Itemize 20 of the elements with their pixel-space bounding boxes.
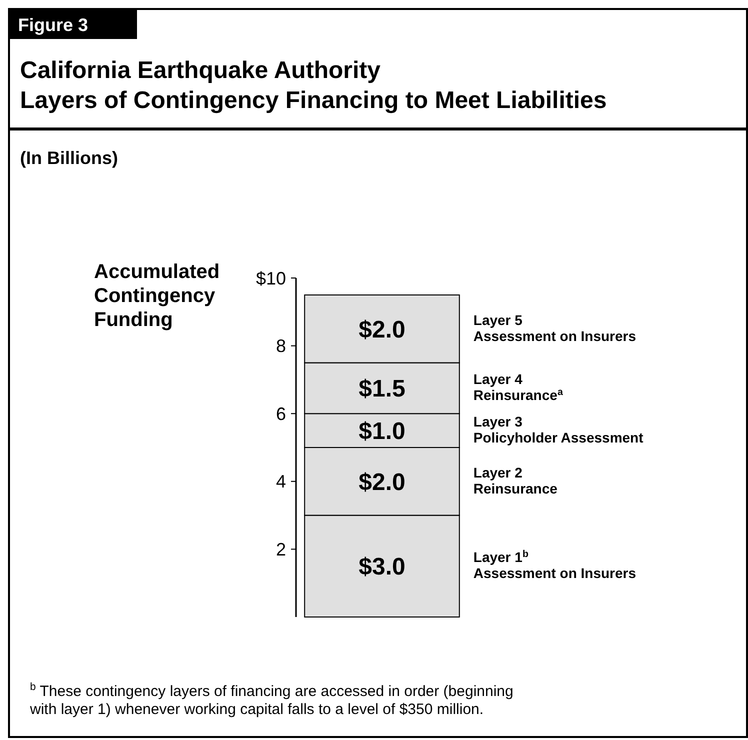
text: (In Billions): [20, 148, 118, 168]
y-tick-label: 2: [276, 540, 286, 560]
y-tick-label: 8: [276, 336, 286, 356]
y-axis-title: Accumulated Contingency Funding: [94, 261, 220, 331]
series-label: Layer 4 Reinsurance$^{a}$: [473, 371, 564, 404]
data-label: $3.0: [358, 554, 406, 581]
data-label: $2.0: [358, 316, 406, 344]
y-tick-label: 4: [276, 472, 286, 492]
caption: Figure 3: [18, 15, 88, 35]
series-label: Layer 3 Policyholder Assessment: [473, 414, 644, 446]
series-label: Layer 5 Assessment on Insurers: [473, 312, 636, 344]
chart-title: California Earthquake Authority Layers of Contingency Financing to Meet Liabilities: [20, 57, 607, 114]
y-tick-label: 6: [276, 404, 286, 424]
data-label: $1.0: [358, 418, 406, 445]
series-label: Layer 2 Reinsurance: [473, 464, 558, 496]
data-label: $2.0: [358, 468, 406, 496]
data-label: $1.5: [358, 376, 406, 403]
y-tick-label: $10: [256, 268, 286, 288]
series-label: Layer 1$^{b}$ Assessment on Insurers: [473, 548, 636, 582]
text: $^{b}$ These contingency layers of financing are accessed in order (beginning with layer 1) whenever working capital falls to a level of $350 million.: [29, 681, 514, 718]
